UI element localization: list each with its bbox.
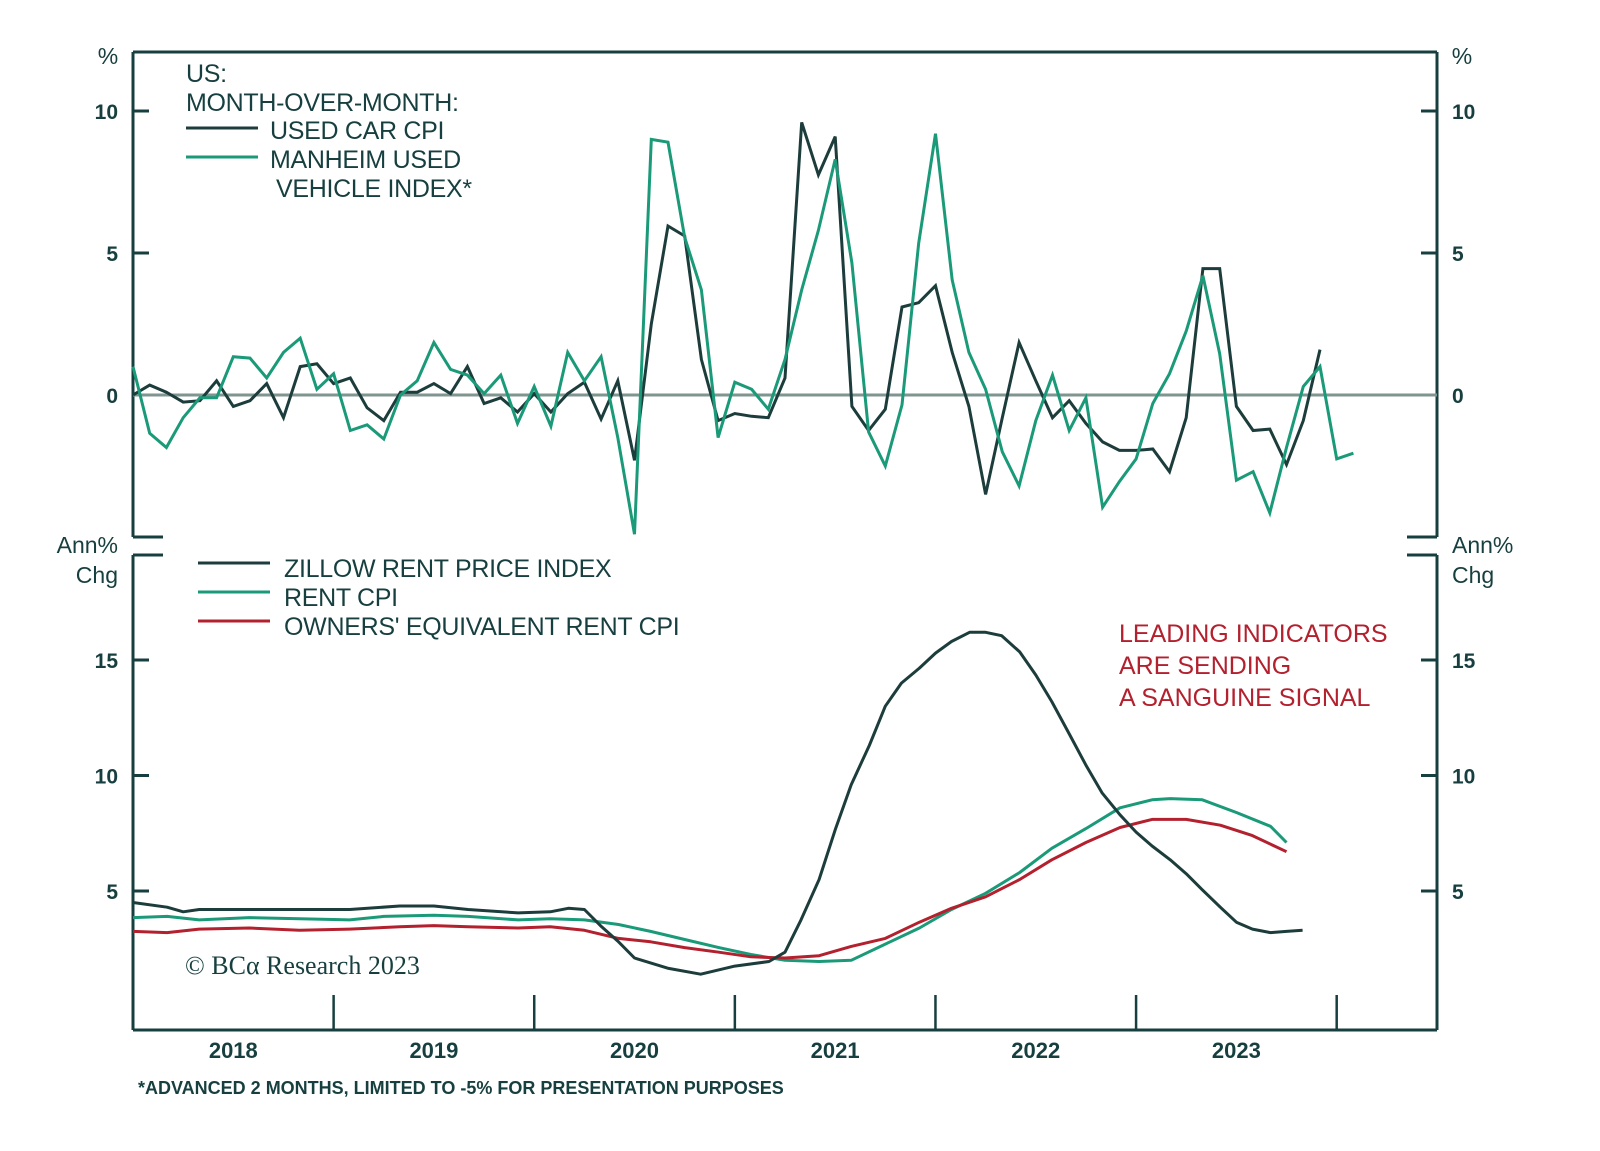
top-left-ytick-label: 0 xyxy=(106,385,118,408)
x-year-label: 2020 xyxy=(610,1038,659,1063)
x-year-label: 2023 xyxy=(1212,1038,1261,1063)
legend-label-manheim-line1: MANHEIM USED xyxy=(270,146,461,174)
legend-label-manheim-line2: VEHICLE INDEX* xyxy=(276,175,472,203)
top-right-ytick-label: 0 xyxy=(1452,385,1464,408)
bottom-legend: ZILLOW RENT PRICE INDEX RENT CPI OWNERS'… xyxy=(198,555,680,641)
bottom-panel-frame xyxy=(131,553,1439,1032)
x-axis-year-labels: 2018 2019 2020 2021 2022 2023 xyxy=(209,1038,1261,1063)
bottom-left-ytick-label: 10 xyxy=(95,766,118,789)
bottom-right-unit-label-line1: Ann% xyxy=(1452,532,1513,558)
legend-label-used-car-cpi: USED CAR CPI xyxy=(270,117,444,145)
bottom-right-ytick-label: 10 xyxy=(1452,766,1475,789)
legend-label-rent-cpi: RENT CPI xyxy=(284,584,398,612)
top-left-ytick-label: 5 xyxy=(106,243,118,266)
footnote: *ADVANCED 2 MONTHS, LIMITED TO -5% FOR P… xyxy=(138,1078,784,1098)
bottom-left-ytick-label: 5 xyxy=(106,881,118,904)
top-title-line1: US: xyxy=(186,60,227,88)
x-year-label: 2022 xyxy=(1011,1038,1060,1063)
top-panel-frame xyxy=(131,50,1439,539)
x-axis-ticks xyxy=(332,995,1338,1030)
bottom-left-unit-label-line2: Chg xyxy=(76,562,118,588)
x-year-label: 2021 xyxy=(811,1038,860,1063)
top-right-ytick-label: 5 xyxy=(1452,243,1464,266)
top-right-unit-label: % xyxy=(1452,43,1472,69)
series-line-zillow-rent-price-index xyxy=(132,630,1303,976)
bottom-left-unit-label-line1: Ann% xyxy=(57,532,118,558)
top-left-unit-label: % xyxy=(98,43,118,69)
annotation-line3: A SANGUINE SIGNAL xyxy=(1119,684,1371,712)
copyright: © BCα Research 2023 xyxy=(185,951,420,980)
bottom-right-ytick-label: 5 xyxy=(1452,881,1464,904)
top-legend: US: MONTH-OVER-MONTH: USED CAR CPI MANHE… xyxy=(186,60,473,203)
bottom-panel-series xyxy=(132,630,1303,976)
top-panel-series xyxy=(131,121,1354,535)
x-year-label: 2019 xyxy=(409,1038,458,1063)
x-year-label: 2018 xyxy=(209,1038,258,1063)
annotation-line2: ARE SENDING xyxy=(1119,652,1291,680)
annotation-line1: LEADING INDICATORS xyxy=(1119,620,1388,648)
series-line-rent-cpi xyxy=(132,797,1288,963)
bottom-panel-ticks: 5 5 10 10 15 15 xyxy=(95,650,1476,904)
top-left-ytick-label: 10 xyxy=(95,101,118,124)
bottom-right-ytick-label: 15 xyxy=(1452,650,1476,673)
bottom-left-ytick-label: 15 xyxy=(95,650,119,673)
top-right-ytick-label: 10 xyxy=(1452,101,1475,124)
series-line-owners-equivalent-rent-cpi xyxy=(132,817,1288,960)
top-title-line2: MONTH-OVER-MONTH: xyxy=(186,89,459,117)
legend-label-zillow: ZILLOW RENT PRICE INDEX xyxy=(284,555,612,583)
annotation: LEADING INDICATORS ARE SENDING A SANGUIN… xyxy=(1119,620,1388,712)
bottom-right-unit-label-line2: Chg xyxy=(1452,562,1494,588)
series-line-used-car-cpi xyxy=(132,121,1322,495)
legend-label-oer: OWNERS' EQUIVALENT RENT CPI xyxy=(284,613,679,641)
series-line-manheim-used-vehicle-index xyxy=(131,133,1354,535)
